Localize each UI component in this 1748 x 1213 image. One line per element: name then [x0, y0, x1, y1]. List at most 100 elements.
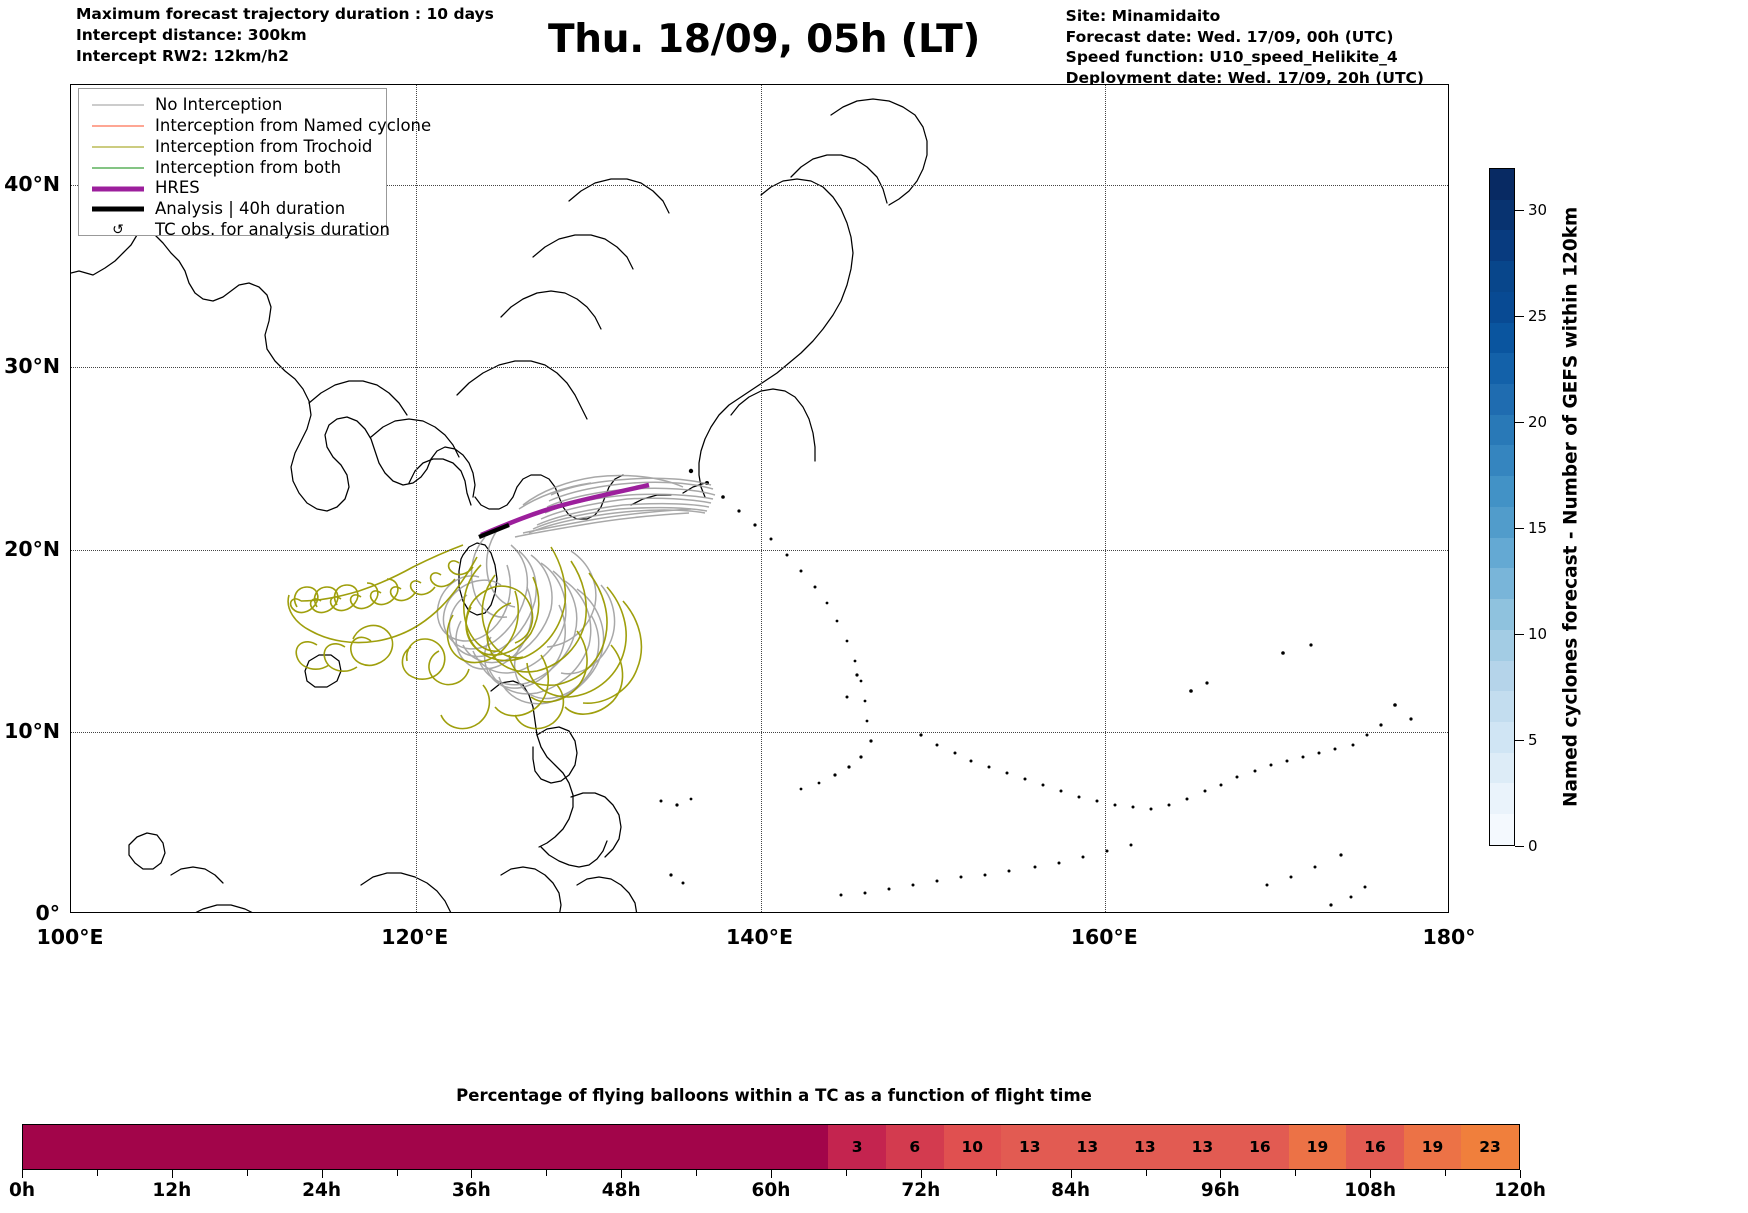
colorbar-segment	[1490, 291, 1514, 323]
percentage-axis-tick-label: 12h	[152, 1180, 192, 1201]
percentage-bar-cell	[540, 1125, 599, 1169]
page-title: Thu. 18/09, 05h (LT)	[0, 17, 1748, 62]
colorbar-tick	[1515, 846, 1524, 847]
legend-item-3: Interception from both	[87, 157, 378, 178]
gridline-vertical	[415, 85, 417, 912]
colorbar-tick-label: 0	[1528, 837, 1538, 855]
colorbar-segment	[1490, 752, 1514, 784]
percentage-axis-minor-tick	[696, 1170, 698, 1176]
colorbar-tick-label: 10	[1528, 625, 1548, 644]
gridline-horizontal	[71, 731, 1448, 733]
percentage-bar-cell	[483, 1125, 541, 1169]
percentage-bar-cell: 16	[1346, 1125, 1404, 1169]
map-x-tick-label: 100°E	[36, 925, 104, 949]
header-intercept-rw2: Intercept RW2: 12km/h2	[76, 46, 289, 65]
percentage-axis-tick	[1370, 1170, 1372, 1178]
percentage-axis-minor-tick	[396, 1170, 398, 1176]
percentage-axis-tick	[471, 1170, 473, 1178]
percentage-bar-cell: 3	[828, 1125, 886, 1169]
gefs-colorbar-label: Named cyclones forecast - Number of GEFS…	[1560, 206, 1582, 808]
legend-item-4: HRES	[87, 178, 378, 199]
colorbar-segment	[1490, 199, 1514, 231]
legend-item-label: Analysis | 40h duration	[155, 199, 346, 219]
legend-item-0: No Interception	[87, 95, 378, 116]
percentage-bar-cell: 13	[1173, 1125, 1232, 1169]
percentage-axis-tick-label: 72h	[901, 1180, 941, 1201]
percentage-axis-tick-label: 120h	[1494, 1180, 1546, 1201]
map-y-tick-label: 10°N	[4, 718, 60, 743]
colorbar-segment	[1490, 599, 1514, 630]
colorbar-segment	[1490, 384, 1514, 415]
colorbar-segment	[1490, 721, 1514, 753]
percentage-axis-minor-tick	[995, 1170, 997, 1176]
legend-item-label: TC obs. for analysis duration	[155, 219, 390, 239]
percentage-bar-cell	[310, 1125, 369, 1169]
percentage-axis-tick-label: 60h	[751, 1180, 791, 1201]
percentage-bar: 3 6 10 13 13 13 13 16 19 16 19 23	[22, 1124, 1520, 1170]
map-legend: No Interception Interception from Named c…	[78, 88, 431, 239]
percentage-axis-tick	[621, 1170, 623, 1178]
colorbar-tick	[1515, 634, 1524, 636]
gridline-horizontal	[71, 367, 1448, 369]
percentage-axis-minor-tick	[845, 1170, 847, 1176]
header-metadata-block: Site: Minamidaito Forecast date: Wed. 17…	[1066, 6, 1424, 88]
percentage-bar-cell: 16	[1231, 1125, 1289, 1169]
percentage-bar-cell: 23	[1461, 1125, 1519, 1169]
colorbar-segment	[1490, 261, 1514, 292]
colorbar-segment	[1490, 506, 1514, 538]
percentage-bar-cell	[23, 1125, 81, 1169]
legend-item-label: HRES	[155, 178, 200, 198]
header-intercept-distance: Intercept distance: 300km	[76, 25, 307, 44]
percentage-axis-tick-label: 36h	[451, 1180, 491, 1201]
percentage-bar-title-text: Percentage of flying balloons within a T…	[456, 1086, 1092, 1105]
header-speed-function: Speed function: U10_speed_Helikite_4	[1065, 48, 1398, 67]
gridline-vertical	[760, 85, 762, 912]
trajectory-no-interception	[436, 474, 716, 705]
percentage-bar-cell	[598, 1125, 656, 1169]
gridline-horizontal	[71, 185, 1448, 187]
colorbar-tick	[1515, 210, 1524, 212]
colorbar-segment	[1490, 814, 1514, 845]
colorbar-segment	[1490, 230, 1514, 262]
colorbar-segment	[1490, 568, 1514, 600]
gefs-colorbar	[1489, 168, 1515, 846]
gridline-horizontal	[71, 549, 1448, 551]
percentage-bar-cell: 10	[943, 1125, 1002, 1169]
percentage-axis-tick-label: 0h	[8, 1180, 36, 1201]
percentage-bar-cell: 19	[1403, 1125, 1462, 1169]
percentage-axis-tick	[1220, 1170, 1222, 1178]
page-title-text: Thu. 18/09, 05h (LT)	[548, 17, 980, 62]
percentage-bar-cell	[655, 1125, 714, 1169]
percentage-bar-cell: 13	[1116, 1125, 1174, 1169]
colorbar-tick-label: 15	[1528, 519, 1548, 538]
legend-item-label: Interception from Trochoid	[155, 136, 373, 156]
colorbar-segment	[1490, 445, 1514, 477]
legend-item-1: Interception from Named cyclone	[87, 116, 431, 137]
percentage-axis-tick-label: 96h	[1200, 1180, 1240, 1201]
percentage-axis-minor-tick	[1145, 1170, 1147, 1176]
map-y-tick-label: 20°N	[4, 536, 60, 561]
percentage-bar-cell: 19	[1288, 1125, 1347, 1169]
colorbar-segment	[1490, 783, 1514, 815]
percentage-axis-minor-tick	[1295, 1170, 1297, 1176]
percentage-axis-tick-label: 24h	[302, 1180, 342, 1201]
pacific-islands	[659, 468, 1413, 907]
colorbar-segment	[1490, 660, 1514, 692]
percentage-axis-tick	[771, 1170, 772, 1178]
colorbar-tick	[1515, 316, 1524, 318]
colorbar-segment	[1490, 322, 1514, 354]
percentage-axis-minor-tick	[246, 1170, 248, 1176]
colorbar-segment	[1490, 353, 1514, 385]
percentage-axis-minor-tick	[1445, 1170, 1447, 1176]
percentage-bar-cell	[713, 1125, 771, 1169]
gridline-vertical	[1105, 85, 1107, 912]
map-y-tick-label: 0°	[35, 901, 60, 925]
map-y-tick-label: 40°N	[4, 172, 60, 197]
percentage-bar-cell: 13	[1058, 1125, 1117, 1169]
percentage-axis-tick	[1070, 1170, 1072, 1178]
map-x-tick-label: 140°E	[725, 925, 794, 949]
percentage-bar-cell	[80, 1125, 139, 1169]
percentage-bar-cell	[253, 1125, 311, 1169]
colorbar-tick	[1515, 528, 1524, 530]
legend-item-label: No Interception	[155, 95, 283, 115]
